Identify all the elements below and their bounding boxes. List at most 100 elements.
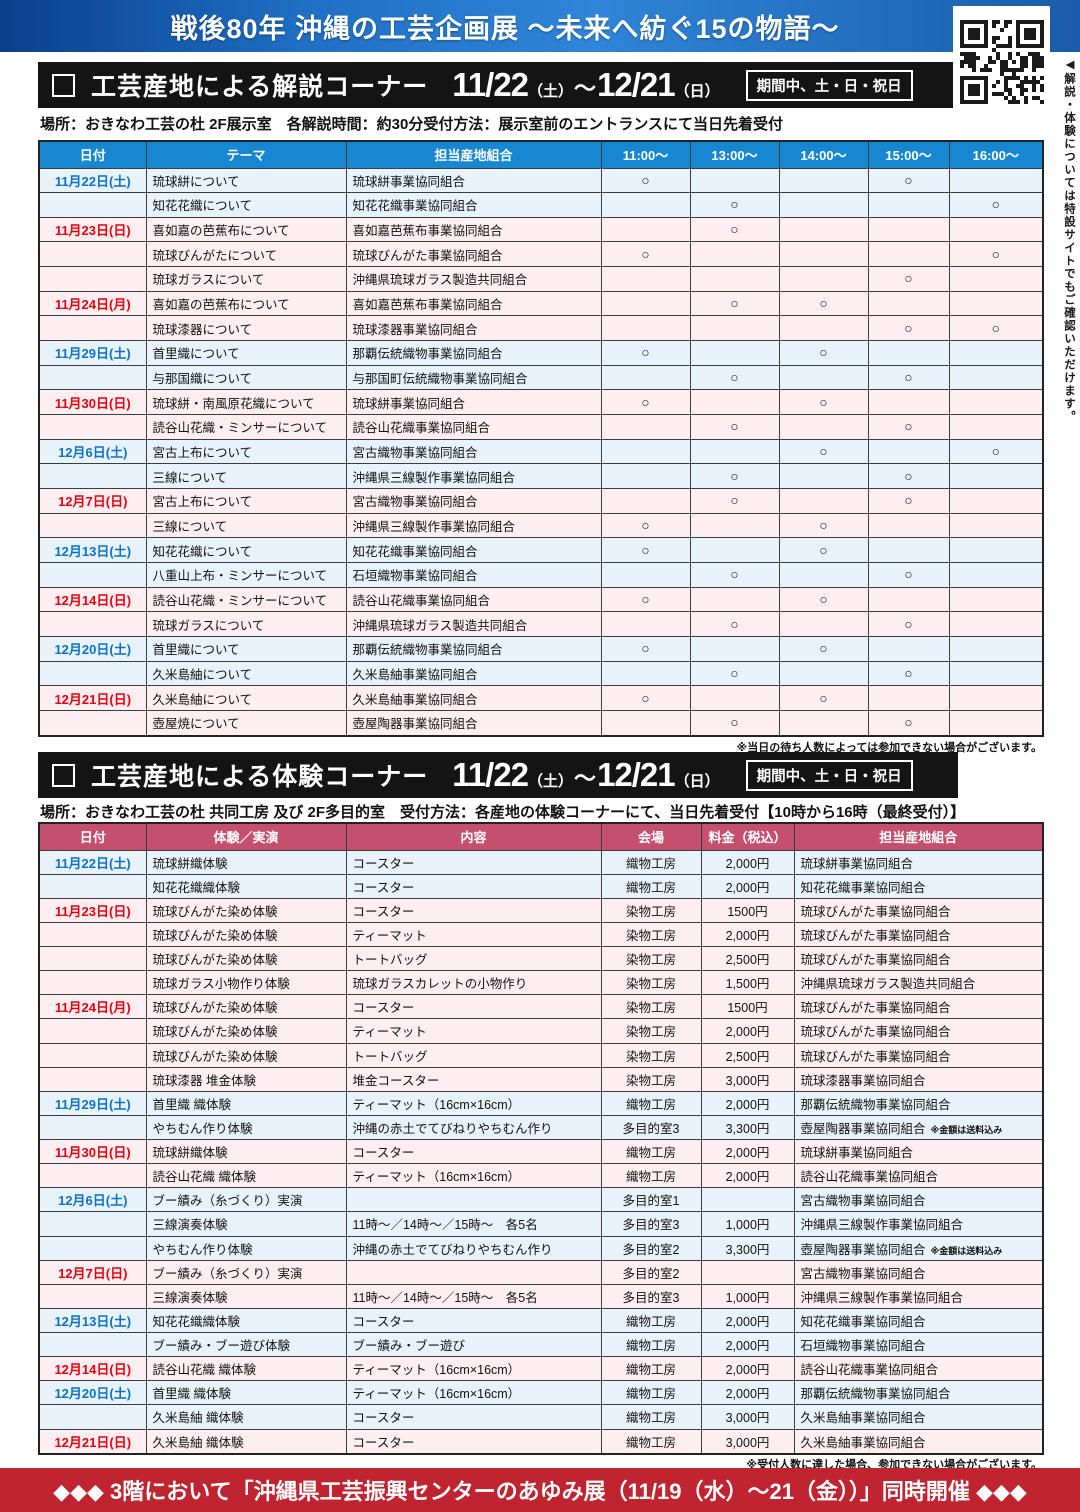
cell: 12月20日(土) [38, 1380, 147, 1406]
cell: 読谷山花織事業協同組合 [345, 414, 602, 440]
cell [600, 315, 691, 342]
table-row: 12月20日(土) 首里織 織体験 ティーマット（16cm×16cm） 織物工房 2,0… [38, 1380, 1044, 1406]
cell [948, 414, 1044, 440]
tilde: 〜 [574, 766, 597, 791]
cell [778, 562, 869, 588]
cell: 沖縄県琉球ガラス製造共同組合 [345, 611, 602, 637]
cell [778, 241, 869, 268]
section2-date-range: 11/22 （土） 〜 12/21 （日） [452, 756, 719, 794]
cell: ○ [778, 512, 869, 539]
table-row: やちむん作り体験 沖縄の赤土でてびねりやちむん作り 多目的室2 3,300円 壺屋陶器事… [38, 1235, 1044, 1261]
cell: コースター [345, 1307, 602, 1334]
cell: 琉球絣事業協同組合 [345, 389, 602, 416]
cell [38, 463, 147, 490]
cell: 12月21日(日) [38, 685, 147, 711]
cell: 久米島紬について [145, 685, 347, 711]
cell [38, 945, 147, 972]
table-row: 三線演奏体験 11時〜／14時〜／15時〜 各5名 多目的室3 1,000円 沖縄県三線… [38, 1283, 1044, 1309]
cell [867, 635, 950, 662]
cell: 織物工房 [600, 1428, 702, 1455]
cell: 2,000円 [700, 1018, 795, 1044]
section1-title: 工芸産地による解説コーナー [91, 73, 429, 101]
cell [689, 241, 780, 268]
cell: ○ [867, 660, 950, 687]
explain-table-wrap: 日付 テーマ 担当産地組合 11:00〜 13:00〜 14:00〜 15:00〜 16:00… [38, 140, 1044, 737]
cell: 壺屋陶器事業協同組合 ※金額は送料込み [793, 1235, 1044, 1261]
cell: ○ [689, 290, 780, 317]
cell: 11月30日(日) [38, 1138, 147, 1165]
table-row: 三線演奏体験 11時〜／14時〜／15時〜 各5名 多目的室3 1,000円 沖縄県三線… [38, 1211, 1044, 1237]
cell: 知花花織織体験 [145, 873, 347, 899]
cell: 与那国織について [145, 364, 347, 391]
cell: 12月6日(土) [38, 438, 147, 465]
date-end: 12/21 [597, 756, 676, 793]
table-row: 読谷山花織 織体験 ティーマット（16cm×16cm） 織物工房 2,000円 読谷山花… [38, 1163, 1044, 1189]
cell: ブー績み（糸づくり）実演 [145, 1259, 347, 1285]
cell [38, 1066, 147, 1092]
cell: 2,000円 [700, 1380, 795, 1406]
date-start-day: （土） [528, 83, 574, 100]
table-row: 12月6日(土) 宮古上布について 宮古織物事業協同組合 ○ ○ [38, 438, 1044, 465]
cell: やちむん作り体験 [145, 1235, 347, 1261]
cell: 2,000円 [700, 1090, 795, 1116]
cell: 2,500円 [700, 945, 795, 972]
column-header: 11:00〜 [600, 140, 691, 169]
cell [778, 266, 869, 292]
cell: 宮古上布について [145, 488, 347, 514]
cell [689, 586, 780, 613]
cell: ○ [689, 709, 780, 737]
cell [38, 970, 147, 996]
cell [38, 1235, 147, 1261]
table-row: 八重山上布・ミンサーについて 石垣織物事業協同組合 ○ ○ [38, 562, 1044, 588]
cell: 琉球絣・南風原花織について [145, 389, 347, 416]
cell [689, 315, 780, 342]
cell: 12月14日(日) [38, 586, 147, 613]
cell [948, 709, 1044, 737]
section2-subtitle: 場所：おきなわ工芸の杜 共同工房 及び 2F多目的室 受付方法：各産地の体験コー… [40, 804, 966, 821]
cell: 与那国町伝統織物事業協同組合 [345, 364, 602, 391]
cell: 11月24日(月) [38, 290, 147, 317]
cell: 1500円 [700, 897, 795, 923]
cell: ティーマット（16cm×16cm） [345, 1380, 602, 1406]
cell: 宮古織物事業協同組合 [793, 1259, 1044, 1285]
cell: 久米島紬事業協同組合 [345, 685, 602, 711]
table-row: 12月21日(日) 久米島紬 織体験 コースター 織物工房 3,000円 久米島紬事業協同… [38, 1428, 1044, 1455]
cell [38, 1283, 147, 1309]
cell: 琉球びんがた事業協同組合 [345, 241, 602, 268]
cell: ○ [600, 685, 691, 711]
cell [600, 266, 691, 292]
cell [948, 266, 1044, 292]
cell: 知花花織について [145, 537, 347, 563]
cell: 11月22日(土) [38, 167, 147, 194]
cell: 沖縄県三線製作事業協同組合 [793, 1283, 1044, 1309]
cell [948, 463, 1044, 490]
cell [867, 192, 950, 218]
cell: 2,000円 [700, 849, 795, 875]
cell [38, 512, 147, 539]
column-header: 担当産地組合 [793, 822, 1044, 851]
cell: 知花花織事業協同組合 [345, 192, 602, 218]
cell: 多目的室3 [600, 1114, 702, 1141]
cell [700, 1187, 795, 1213]
cell: 織物工房 [600, 1404, 702, 1430]
cell [867, 290, 950, 317]
cell [38, 1042, 147, 1068]
cell: 那覇伝統織物事業協同組合 [793, 1380, 1044, 1406]
cell: 3,000円 [700, 1428, 795, 1455]
cell: 12月14日(日) [38, 1356, 147, 1382]
cell: 織物工房 [600, 1138, 702, 1165]
table-row: 12月7日(日) 宮古上布について 宮古織物事業協同組合 ○ ○ [38, 488, 1044, 514]
cell [778, 364, 869, 391]
cell: 1500円 [700, 994, 795, 1020]
cell [948, 216, 1044, 243]
column-header: 体験／実演 [145, 822, 347, 851]
cell: 3,300円 [700, 1235, 795, 1261]
cell: ○ [778, 389, 869, 416]
cell: ○ [689, 192, 780, 218]
cell [948, 685, 1044, 711]
cell [689, 635, 780, 662]
cell: 多目的室2 [600, 1259, 702, 1285]
cell [948, 167, 1044, 194]
explain-table: 日付 テーマ 担当産地組合 11:00〜 13:00〜 14:00〜 15:00〜 16:00… [38, 140, 1044, 737]
cell: 11月29日(土) [38, 1090, 147, 1116]
